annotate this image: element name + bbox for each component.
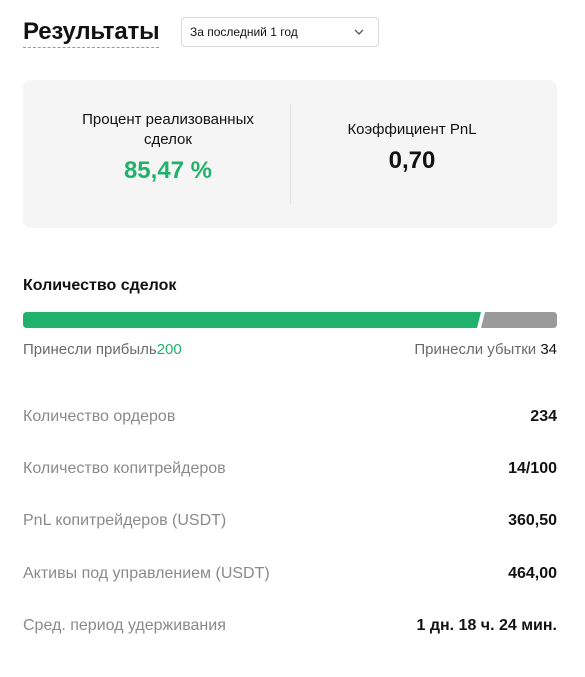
page-title: Результаты [23, 17, 160, 48]
stat-row-copytraders: Количество копитрейдеров 14/100 [23, 459, 557, 479]
stat-label: Количество ордеров [23, 408, 176, 425]
stat-label: Количество копитрейдеров [23, 460, 226, 477]
pnl-ratio-value: 0,70 [388, 147, 436, 174]
losing-label: Принесли убытки [414, 341, 537, 358]
stat-value: 360,50 [508, 512, 557, 529]
pnl-ratio-label: Коэффициент PnL [347, 121, 477, 138]
stat-label: PnL копитрейдеров (USDT) [23, 512, 227, 529]
pnl-ratio-metric: Коэффициент PnL 0,70 [293, 120, 531, 176]
stat-row-aum: Активы под управлением (USDT) 464,00 [23, 564, 557, 584]
summary-divider [290, 104, 291, 204]
win-rate-metric: Процент реализованных сделок 85,47 % [23, 110, 313, 186]
period-select[interactable]: За последний 1 год [181, 17, 379, 47]
stat-value: 14/100 [508, 460, 557, 477]
profit-segment [23, 312, 481, 328]
results-header: Результаты За последний 1 год [23, 17, 563, 49]
profitable-count: 200 [156, 341, 182, 358]
stat-value: 464,00 [508, 565, 557, 582]
trades-ratio-bar-graphic [23, 312, 557, 328]
trades-ratio-labels: Принесли прибыль200 Принесли убытки 34 [23, 340, 557, 360]
stat-value: 1 дн. 18 ч. 24 мин. [416, 617, 558, 634]
stat-row-orders: Количество ордеров 234 [23, 407, 557, 427]
win-rate-label: Процент реализованных сделок [82, 111, 254, 148]
stat-row-holding-period: Сред. период удерживания 1 дн. 18 ч. 24 … [23, 616, 557, 636]
profitable-trades: Принесли прибыль200 [23, 340, 182, 360]
summary-card: Процент реализованных сделок 85,47 % Коэ… [23, 80, 557, 228]
trades-ratio-bar [23, 312, 557, 328]
chevron-down-icon [354, 29, 364, 35]
win-rate-value: 85,47 % [123, 157, 213, 184]
stat-label: Активы под управлением (USDT) [23, 565, 270, 582]
stat-row-copytraders-pnl: PnL копитрейдеров (USDT) 360,50 [23, 511, 557, 531]
period-select-value: За последний 1 год [190, 25, 298, 39]
losing-trades: Принесли убытки 34 [414, 340, 557, 360]
profitable-label: Принесли прибыль [23, 341, 157, 358]
losing-count: 34 [540, 341, 557, 358]
trades-section-title: Количество сделок [23, 277, 177, 294]
loss-segment [481, 312, 557, 328]
stat-value: 234 [530, 408, 557, 425]
stat-label: Сред. период удерживания [23, 617, 226, 634]
